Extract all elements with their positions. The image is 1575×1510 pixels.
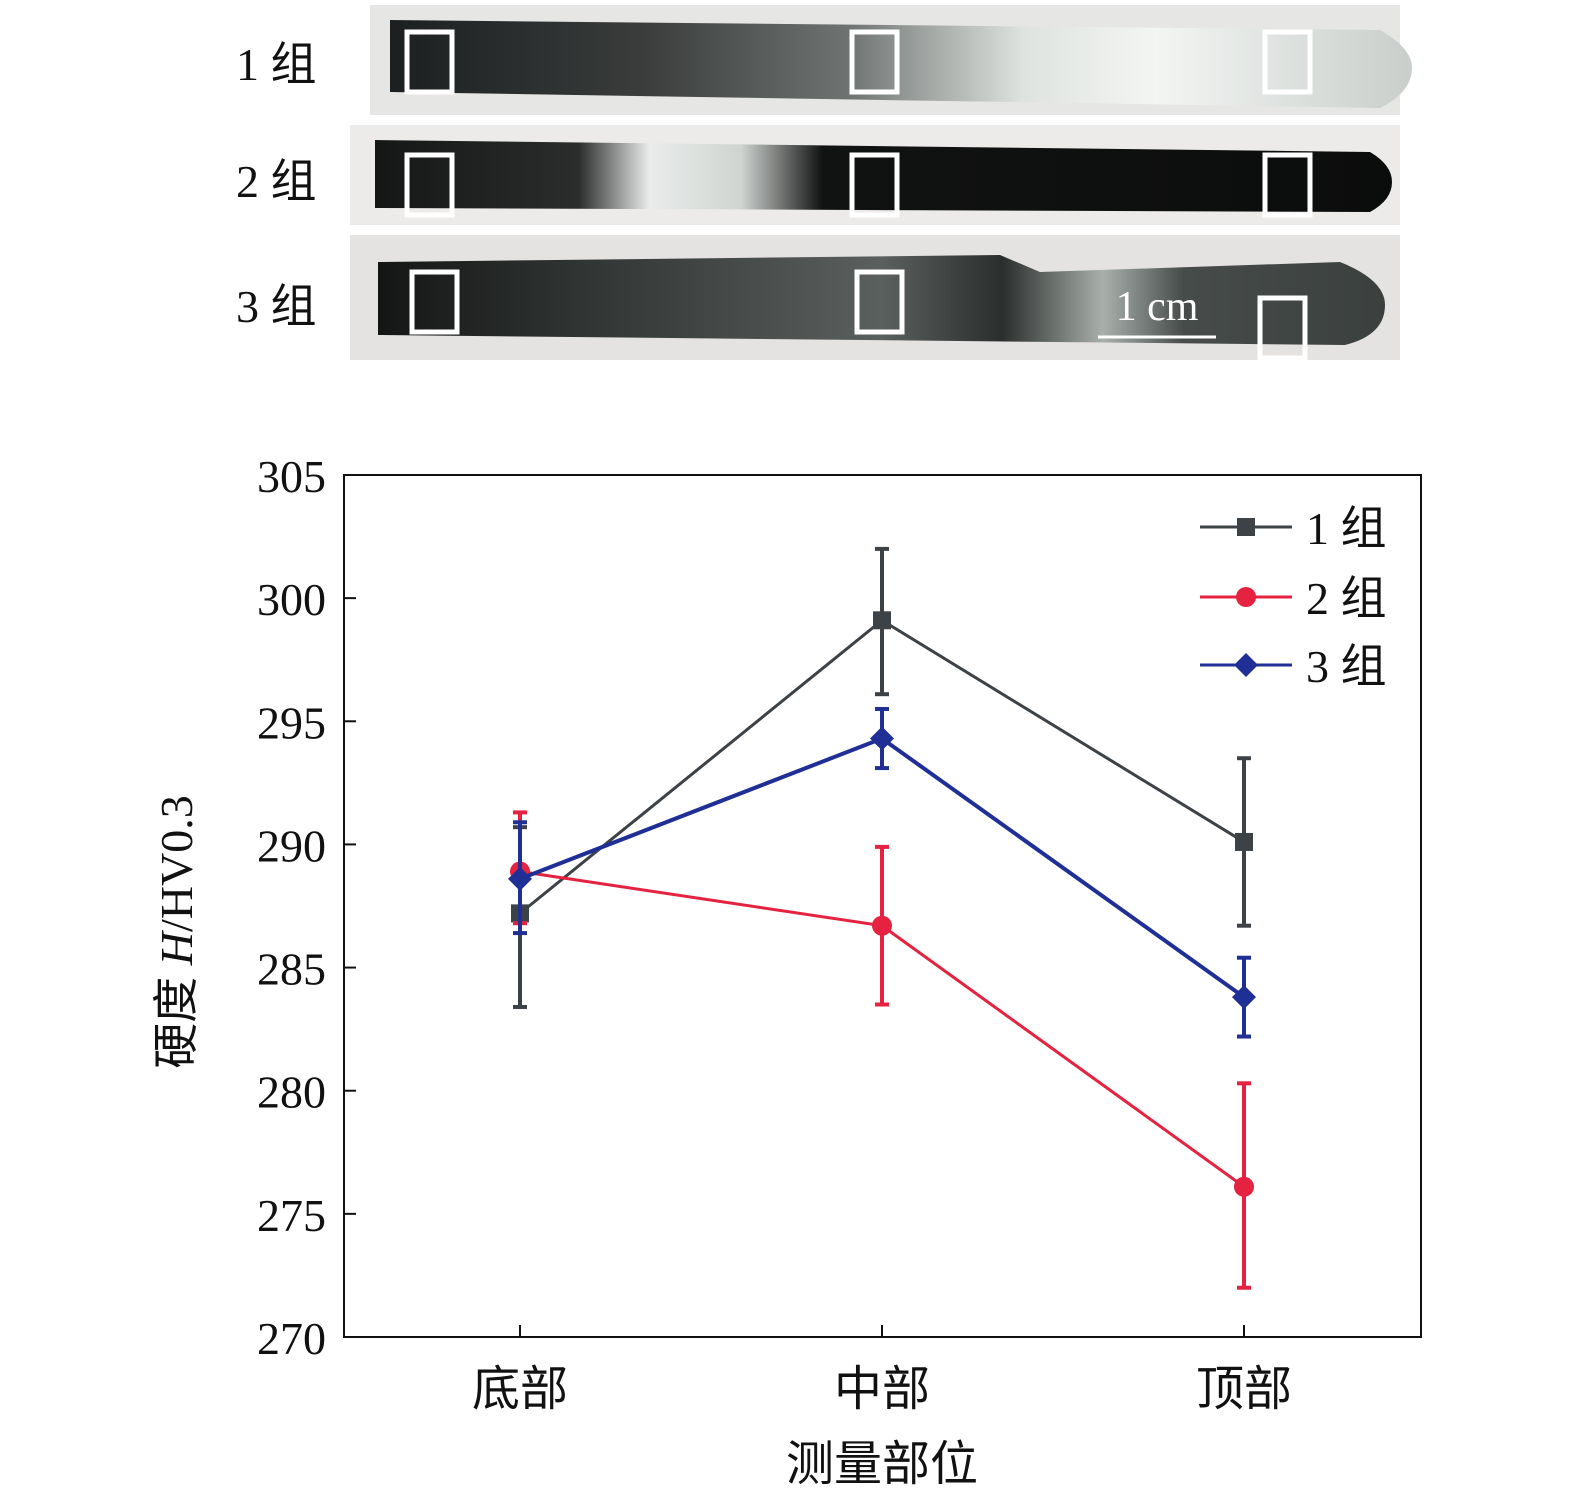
photo-row-label-2: 2 组 (236, 156, 317, 207)
y-tick-label: 275 (257, 1190, 326, 1241)
y-axis-label-unit: /HV0.3 (151, 795, 202, 932)
y-tick-label: 295 (257, 697, 326, 748)
data-point (873, 611, 891, 630)
photo-row-label-3: 3 组 (236, 281, 317, 332)
x-tick-label: 中部 (834, 1363, 930, 1416)
y-axis-label-prefix: 硬度 (151, 965, 202, 1069)
y-tick-label: 270 (257, 1313, 326, 1364)
hardness-chart: 270 275 280 285 290 295 300 305 底部 中部 顶部 硬度 H/HV0… (151, 451, 1422, 1491)
y-tick-label: 300 (257, 574, 326, 625)
measure-box-1-middle (849, 29, 900, 95)
y-tick-label: 290 (257, 820, 326, 871)
measure-box-2-middle (849, 152, 900, 218)
specimen-photo: 1 组 2 组 3 组 1 cm (236, 5, 1412, 361)
measurement-boxes (404, 29, 1313, 361)
y-axis-label-symbol: H (151, 929, 202, 966)
measure-box-2-bottom (404, 152, 455, 218)
legend-marker (1236, 587, 1256, 607)
y-tick-label: 305 (257, 451, 326, 502)
x-tick-label: 顶部 (1196, 1363, 1292, 1416)
data-point (1234, 1176, 1254, 1197)
data-point (872, 915, 892, 936)
x-tick-label: 底部 (472, 1363, 568, 1416)
specimen-bar-3 (378, 255, 1385, 345)
legend-marker (1237, 518, 1255, 536)
series-group-3 (508, 706, 1256, 1039)
measure-box-3-top (1257, 295, 1308, 361)
scale-bar-label: 1 cm (1116, 284, 1199, 330)
legend-label: 1 组 (1306, 503, 1387, 554)
data-point (1235, 832, 1253, 851)
x-axis: 底部 中部 顶部 (472, 1325, 1292, 1416)
y-tick-label: 280 (257, 1067, 326, 1118)
measure-box-1-top (1262, 29, 1313, 95)
legend-marker (1234, 653, 1258, 677)
series-group-2 (510, 810, 1254, 1290)
series-layer (508, 546, 1256, 1290)
legend: 1 组 2 组 3 组 (1200, 503, 1387, 692)
measure-box-3-middle (854, 269, 905, 335)
data-point (870, 726, 894, 751)
x-axis-label: 测量部位 (786, 1438, 978, 1491)
y-axis: 270 275 280 285 290 295 300 305 (257, 451, 356, 1364)
data-point (508, 866, 532, 891)
data-point (1232, 985, 1256, 1010)
legend-label: 3 组 (1306, 641, 1387, 692)
specimen-bar-1 (390, 20, 1412, 108)
photo-row-label-1: 1 组 (236, 39, 317, 90)
measure-box-2-top (1262, 152, 1313, 218)
specimen-bar-2 (375, 140, 1392, 212)
y-tick-label: 285 (257, 944, 326, 995)
measure-box-3-bottom (409, 269, 460, 335)
y-axis-label: 硬度 H/HV0.3 (151, 795, 202, 1068)
measure-box-1-bottom (404, 29, 455, 95)
legend-label: 2 组 (1306, 573, 1387, 624)
